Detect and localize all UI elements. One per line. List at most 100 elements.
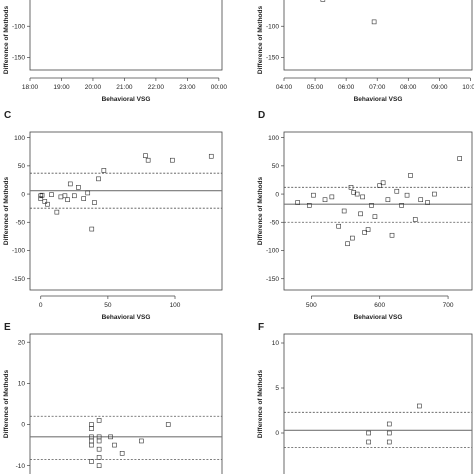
panel-letter: F	[258, 322, 264, 333]
data-point	[366, 430, 371, 436]
y-tick-label: 10	[18, 381, 26, 388]
data-point	[170, 157, 175, 163]
data-point	[67, 181, 73, 187]
panel-c: C -150 -100 -50 0 50 100 Difference of Methods 0…	[3, 110, 223, 321]
data-point	[408, 173, 413, 178]
y-tick-label: -150	[266, 276, 279, 283]
data-point	[432, 191, 437, 197]
y-tick-label: -10	[16, 463, 26, 470]
data-point	[92, 200, 97, 205]
plot-frame	[283, 131, 473, 291]
x-tick-label: 08:00	[400, 84, 417, 91]
y-tick-label: 100	[268, 135, 279, 142]
plot-frame	[283, 0, 473, 71]
x-tick-label: 100	[170, 302, 181, 309]
data-point	[425, 200, 430, 205]
data-point	[394, 188, 400, 194]
data-point	[96, 418, 102, 423]
plot-frame	[283, 333, 473, 474]
x-tick-label: 20:00	[85, 84, 102, 91]
data-point	[108, 434, 113, 440]
x-axis-title: Behavioral VSG	[102, 96, 151, 103]
panel-letter: C	[4, 110, 11, 121]
data-point	[311, 192, 316, 198]
x-tick-label: 0	[39, 302, 43, 309]
y-axis-title: Difference of Methods	[3, 5, 10, 74]
data-point	[85, 190, 91, 196]
x-tick-label: 10:00	[462, 84, 474, 91]
x-tick-label: 00:00	[211, 84, 228, 91]
data-point	[369, 203, 374, 208]
data-point	[329, 194, 335, 200]
y-tick-label: -150	[12, 55, 25, 62]
y-tick-label: 0	[21, 422, 25, 429]
y-axis-title: Difference of Methods	[257, 369, 264, 438]
data-point	[81, 196, 87, 201]
data-point	[76, 185, 81, 190]
y-tick-label: -100	[266, 23, 279, 30]
data-point	[377, 183, 383, 188]
panel-f: F 0 5 10 Difference of Methods	[257, 322, 473, 474]
x-tick-label: 09:00	[431, 84, 448, 91]
data-point	[89, 442, 94, 448]
data-point	[54, 209, 60, 215]
data-point	[358, 211, 363, 217]
y-tick-label: 10	[272, 340, 280, 347]
y-tick-label: -50	[270, 219, 280, 226]
y-tick-label: -150	[266, 55, 279, 62]
data-point	[351, 190, 357, 195]
data-point	[386, 439, 392, 445]
x-tick-label: 18:00	[22, 84, 39, 91]
y-axis-title: Difference of Methods	[257, 5, 264, 74]
data-point	[89, 226, 95, 232]
data-point	[412, 217, 418, 222]
data-point	[96, 455, 102, 460]
data-point	[49, 192, 54, 197]
plot-frame	[29, 0, 223, 71]
data-point	[145, 157, 151, 163]
data-point	[58, 194, 64, 200]
plot-frame	[29, 333, 223, 474]
data-point	[386, 421, 392, 427]
data-point	[389, 232, 395, 238]
data-point	[371, 19, 377, 25]
panel-letter: E	[4, 322, 11, 333]
data-point	[372, 214, 378, 219]
data-point	[365, 227, 371, 232]
data-point	[348, 185, 354, 190]
data-point	[362, 230, 367, 235]
y-tick-label: -100	[266, 248, 279, 255]
y-axis-title: Difference of Methods	[3, 176, 10, 245]
data-point	[404, 192, 410, 198]
data-point	[386, 430, 392, 436]
y-tick-label: -50	[16, 219, 26, 226]
y-tick-label: 50	[272, 163, 280, 170]
data-point	[418, 197, 424, 203]
x-tick-label: 600	[374, 302, 385, 309]
data-point	[96, 446, 102, 452]
x-tick-label: 04:00	[276, 84, 293, 91]
x-tick-label: 700	[443, 302, 454, 309]
x-tick-label: 06:00	[338, 84, 355, 91]
x-tick-label: 23:00	[179, 84, 196, 91]
x-tick-label: 22:00	[148, 84, 165, 91]
data-point	[38, 193, 44, 199]
data-point	[139, 438, 144, 444]
data-point	[38, 196, 44, 201]
y-tick-label: 20	[18, 339, 26, 346]
data-point	[119, 451, 125, 456]
panel-letter: D	[258, 110, 265, 121]
y-tick-label: -100	[12, 248, 25, 255]
data-point	[89, 438, 94, 444]
data-point	[62, 193, 68, 199]
data-point	[96, 463, 102, 468]
data-point	[322, 197, 328, 203]
x-axis-title: Behavioral VSG	[354, 314, 403, 321]
data-point	[341, 208, 347, 214]
y-axis-title: Difference of Methods	[3, 369, 10, 438]
plot-frame	[29, 131, 223, 291]
data-point	[360, 194, 365, 200]
data-point	[72, 193, 77, 199]
y-tick-label: 0	[21, 191, 25, 198]
